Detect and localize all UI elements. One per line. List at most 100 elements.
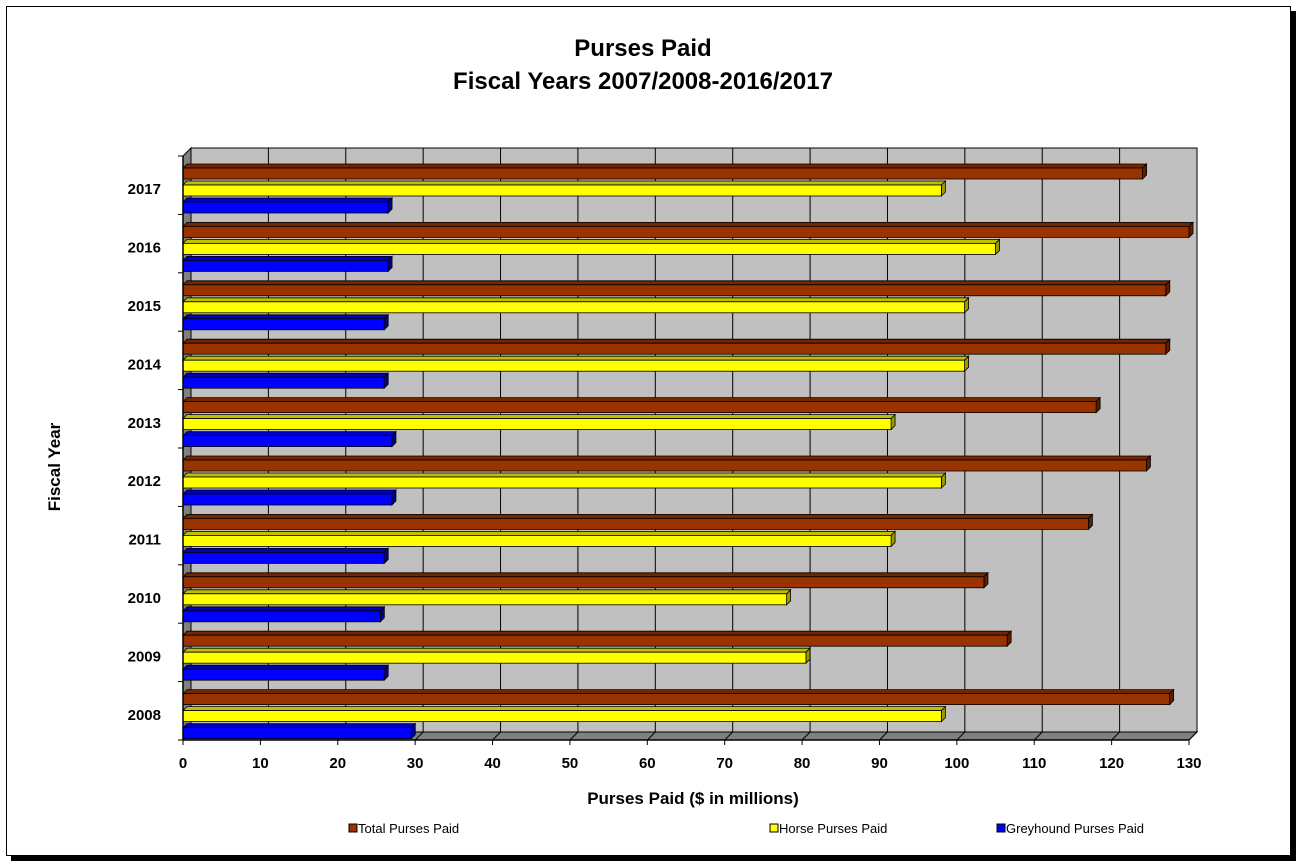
- chart-title: Purses Paid Fiscal Years 2007/2008-2016/…: [453, 35, 833, 95]
- bar: [182, 401, 1097, 414]
- bar-top: [182, 221, 1194, 227]
- bar: [182, 284, 1167, 297]
- bar: [182, 593, 787, 606]
- y-tick-label: 2011: [128, 532, 161, 549]
- legend-swatch: [348, 823, 358, 833]
- y-tick-label: 2012: [128, 473, 161, 490]
- x-tick-label: 110: [1022, 755, 1046, 772]
- bar-top: [182, 238, 1001, 244]
- bar: [182, 242, 996, 255]
- bar: [182, 610, 381, 623]
- bar-top: [182, 531, 897, 536]
- bar: [182, 710, 942, 722]
- bar-top: [182, 489, 397, 495]
- floor-gridline: [1111, 731, 1120, 741]
- bar-top: [182, 297, 970, 303]
- floor-gridline: [1188, 731, 1198, 741]
- bar-top: [182, 431, 397, 437]
- x-tick-labels: 0 10 20 30 40 50 60 70 80 90 100 110 120 130: [179, 755, 1202, 772]
- bar-top: [182, 723, 417, 728]
- bar: [182, 634, 1008, 647]
- bar-top: [182, 548, 390, 553]
- x-tick-label: 80: [794, 755, 811, 772]
- y-tick-label: 2016: [128, 240, 161, 257]
- floor-gridline: [1033, 731, 1043, 741]
- y-tick-label: 2010: [128, 590, 161, 607]
- bar: [182, 693, 1171, 705]
- bar: [182, 167, 1143, 180]
- bar: [182, 668, 385, 681]
- bar-top: [182, 706, 947, 711]
- bar: [182, 518, 1089, 530]
- floor-gridline: [956, 731, 966, 741]
- bar: [182, 359, 965, 372]
- bar-top: [182, 355, 970, 361]
- x-tick-label: 20: [329, 755, 346, 772]
- bar-top: [182, 180, 947, 186]
- y-tick-label: 2014: [128, 356, 162, 373]
- bar: [182, 476, 942, 489]
- y-tick-label: 2015: [128, 298, 161, 315]
- y-tick-label: 2009: [128, 648, 161, 665]
- axes: [178, 155, 1190, 745]
- bar-top: [182, 664, 390, 670]
- bar-top: [182, 414, 897, 420]
- bar-top: [182, 397, 1102, 403]
- x-axis-title: Purses Paid ($ in millions): [587, 789, 799, 808]
- bar-top: [182, 255, 394, 261]
- bar: [182, 727, 412, 739]
- bar-top: [182, 455, 1152, 461]
- x-tick-label: 40: [484, 755, 501, 772]
- floor-gridline: [724, 731, 734, 741]
- bar-top: [182, 630, 1013, 636]
- bar: [182, 259, 389, 272]
- bar-top: [182, 197, 394, 203]
- x-tick-label: 120: [1099, 755, 1124, 772]
- bar-top: [182, 514, 1094, 519]
- floor-gridline: [801, 731, 811, 741]
- y-tick-label: 2013: [128, 415, 161, 432]
- bar: [182, 301, 965, 314]
- x-tick-label: 10: [252, 755, 269, 772]
- legend: Total Purses Paid Horse Purses Paid Greyho…: [348, 821, 1144, 836]
- chart-title-line-2: Fiscal Years 2007/2008-2016/2017: [453, 68, 833, 95]
- bar: [182, 201, 389, 214]
- floor-gridline: [569, 731, 579, 741]
- bar: [182, 418, 892, 431]
- x-tick-label: 90: [871, 755, 888, 772]
- legend-label: Total Purses Paid: [358, 821, 459, 836]
- bar-top: [182, 372, 390, 378]
- bar: [182, 225, 1190, 238]
- x-tick-label: 130: [1176, 755, 1201, 772]
- floor-gridline: [492, 731, 501, 741]
- bar-top: [182, 163, 1148, 169]
- bar-top: [182, 280, 1171, 286]
- bar: [182, 342, 1167, 355]
- y-axis-title: Fiscal Year: [45, 422, 64, 511]
- bar-top: [182, 572, 989, 578]
- bar: [182, 535, 892, 547]
- floor-gridline: [879, 731, 888, 741]
- bar: [182, 318, 385, 331]
- legend-swatch: [996, 823, 1006, 833]
- chart-title-line-1: Purses Paid: [574, 35, 711, 62]
- bar: [182, 576, 985, 589]
- bar: [182, 435, 393, 448]
- x-tick-label: 30: [407, 755, 424, 772]
- bar: [182, 552, 385, 564]
- legend-label: Horse Purses Paid: [779, 821, 887, 836]
- y-tick-label: 2017: [128, 181, 161, 198]
- bar: [182, 184, 942, 197]
- x-tick-label: 50: [562, 755, 579, 772]
- legend-swatch: [769, 823, 779, 833]
- x-tick-label: 70: [716, 755, 733, 772]
- bar-top: [182, 589, 792, 595]
- floor-gridline: [646, 731, 656, 741]
- floor-gridline: [414, 731, 424, 741]
- bar: [182, 459, 1147, 472]
- x-tick-label: 60: [639, 755, 656, 772]
- legend-label: Greyhound Purses Paid: [1006, 821, 1144, 836]
- bar-top: [182, 314, 390, 320]
- x-tick-label: 100: [944, 755, 969, 772]
